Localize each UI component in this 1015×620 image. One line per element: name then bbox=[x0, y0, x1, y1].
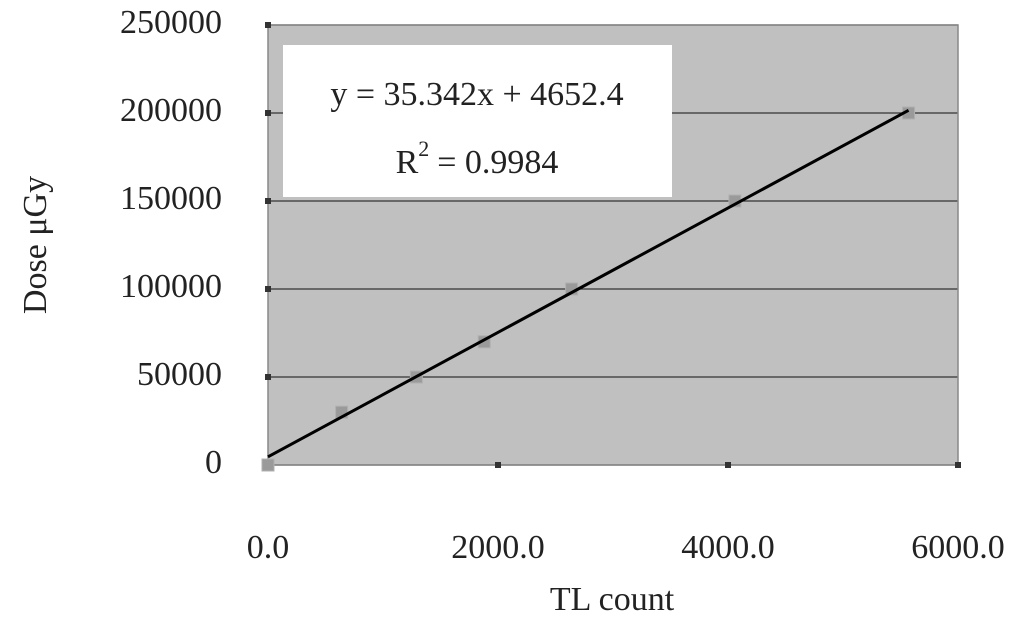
data-point bbox=[261, 458, 275, 472]
equation: y = 35.342x + 4652.4 bbox=[330, 76, 623, 113]
x-tick-label: 2000.0 bbox=[451, 529, 545, 566]
y-tick-label: 250000 bbox=[120, 4, 222, 41]
x-tick-label: 4000.0 bbox=[681, 529, 775, 566]
y-tick-mark bbox=[265, 110, 271, 116]
x-tick-mark bbox=[955, 462, 961, 468]
r-exponent: 2 bbox=[418, 136, 429, 161]
trendline bbox=[267, 109, 910, 459]
y-tick-label: 0 bbox=[205, 444, 222, 481]
y-tick-mark bbox=[265, 374, 271, 380]
annotation-box bbox=[283, 45, 672, 197]
x-tick-label: 6000.0 bbox=[911, 529, 1005, 566]
x-tick-mark bbox=[495, 462, 501, 468]
r-squared: R2 = 0.9984 bbox=[396, 136, 559, 181]
y-tick-label: 150000 bbox=[120, 180, 222, 217]
y-tick-mark bbox=[265, 22, 271, 28]
y-tick-label: 50000 bbox=[137, 356, 222, 393]
y-tick-label: 200000 bbox=[120, 92, 222, 129]
x-tick-label: 0.0 bbox=[247, 529, 290, 566]
plot-border bbox=[267, 24, 959, 466]
y-axis-label: Dose μGy bbox=[17, 176, 54, 314]
x-axis-label: TL count bbox=[550, 581, 675, 618]
r-symbol: R bbox=[396, 144, 419, 181]
r-value: = 0.9984 bbox=[437, 144, 558, 181]
y-tick-mark bbox=[265, 198, 271, 204]
y-tick-mark bbox=[265, 286, 271, 292]
x-tick-mark bbox=[725, 462, 731, 468]
y-tick-label: 100000 bbox=[120, 268, 222, 305]
